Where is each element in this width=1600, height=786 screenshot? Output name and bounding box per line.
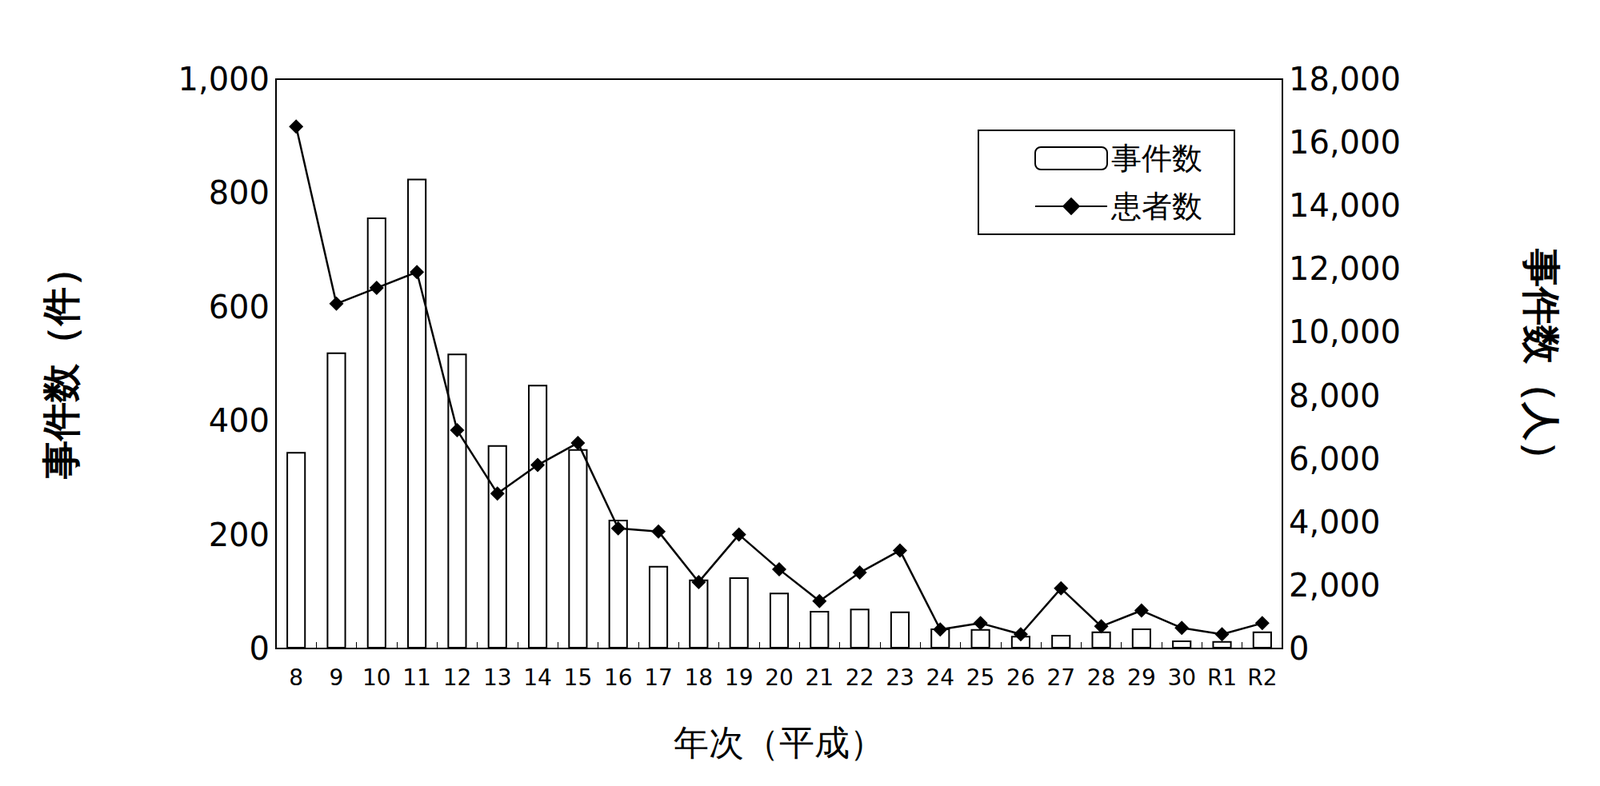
svg-text:8,000: 8,000: [1288, 377, 1381, 415]
svg-text:事件数（件）: 事件数（件）: [38, 248, 84, 480]
svg-text:30: 30: [1167, 664, 1196, 692]
svg-text:21: 21: [804, 664, 834, 692]
svg-text:14: 14: [523, 664, 552, 692]
svg-text:0: 0: [1288, 630, 1309, 668]
svg-text:27: 27: [1046, 664, 1076, 692]
svg-text:9: 9: [329, 664, 344, 692]
svg-text:0: 0: [249, 630, 270, 668]
svg-text:R2: R2: [1247, 664, 1277, 692]
svg-text:1,000: 1,000: [177, 60, 270, 98]
svg-text:R1: R1: [1207, 664, 1237, 692]
svg-text:24: 24: [925, 664, 955, 692]
svg-text:29: 29: [1127, 664, 1156, 692]
svg-text:事件数（人）: 事件数（人）: [1519, 248, 1564, 480]
svg-text:10: 10: [362, 664, 392, 692]
svg-text:17: 17: [644, 664, 673, 692]
svg-text:患者数: 患者数: [1110, 188, 1203, 224]
svg-text:18,000: 18,000: [1288, 60, 1401, 98]
svg-text:16,000: 16,000: [1288, 124, 1401, 161]
svg-text:年次（平成）: 年次（平成）: [673, 722, 885, 764]
svg-text:11: 11: [402, 664, 432, 692]
svg-text:12,000: 12,000: [1288, 250, 1401, 288]
svg-text:19: 19: [724, 664, 754, 692]
svg-text:400: 400: [208, 402, 270, 440]
svg-text:23: 23: [885, 664, 915, 692]
svg-text:28: 28: [1087, 664, 1116, 692]
svg-text:20: 20: [764, 664, 794, 692]
svg-text:6,000: 6,000: [1288, 440, 1381, 478]
svg-text:18: 18: [684, 664, 714, 692]
svg-text:25: 25: [966, 664, 996, 692]
svg-text:16: 16: [604, 664, 633, 692]
svg-text:600: 600: [208, 288, 270, 326]
svg-text:22: 22: [845, 664, 875, 692]
svg-text:200: 200: [208, 516, 270, 554]
svg-text:2,000: 2,000: [1288, 567, 1381, 604]
svg-text:26: 26: [1006, 664, 1036, 692]
svg-text:14,000: 14,000: [1288, 187, 1401, 224]
svg-text:4,000: 4,000: [1288, 504, 1381, 541]
svg-text:800: 800: [208, 174, 270, 212]
svg-text:15: 15: [564, 664, 593, 692]
svg-text:12: 12: [443, 664, 472, 692]
svg-text:10,000: 10,000: [1288, 313, 1401, 351]
svg-text:事件数: 事件数: [1111, 140, 1203, 176]
svg-text:8: 8: [288, 664, 304, 692]
svg-text:13: 13: [483, 664, 512, 692]
